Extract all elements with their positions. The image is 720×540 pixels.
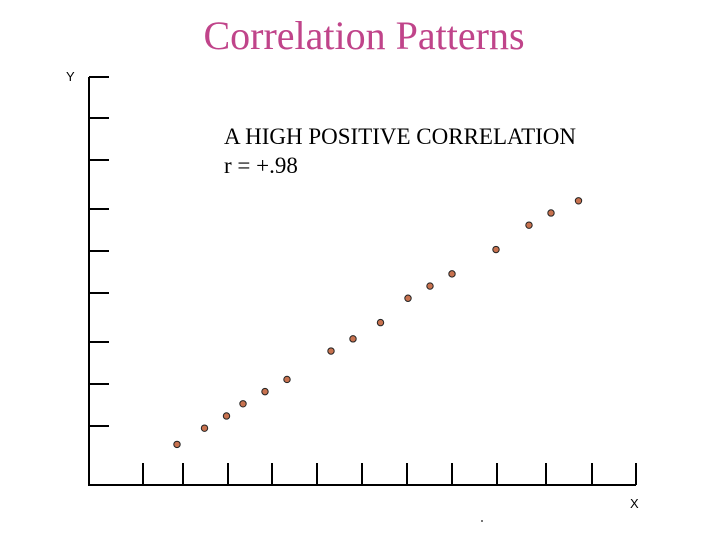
data-point xyxy=(327,347,335,355)
data-point xyxy=(222,412,231,420)
data-points xyxy=(173,197,583,449)
data-point xyxy=(574,197,583,205)
data-point xyxy=(349,335,357,343)
data-point xyxy=(173,440,181,449)
y-axis-label: Y xyxy=(66,69,75,84)
data-point xyxy=(492,245,500,254)
data-point xyxy=(426,282,434,290)
data-point xyxy=(261,387,269,396)
stray-dot xyxy=(481,520,483,522)
data-point xyxy=(376,318,385,327)
data-point xyxy=(239,400,247,408)
x-axis-label: X xyxy=(630,496,639,511)
data-point xyxy=(547,209,555,217)
data-point xyxy=(404,294,412,302)
axes xyxy=(88,76,637,486)
chart-title: Correlation Patterns xyxy=(203,13,525,58)
correlation-description: A HIGH POSITIVE CORRELATION xyxy=(224,124,577,149)
correlation-annotation: A HIGH POSITIVE CORRELATION r = +.98 xyxy=(224,122,576,180)
correlation-coefficient: r = +.98 xyxy=(224,153,298,178)
data-point xyxy=(448,270,456,278)
data-point xyxy=(525,221,533,229)
data-point xyxy=(283,375,291,384)
data-point xyxy=(200,424,209,432)
